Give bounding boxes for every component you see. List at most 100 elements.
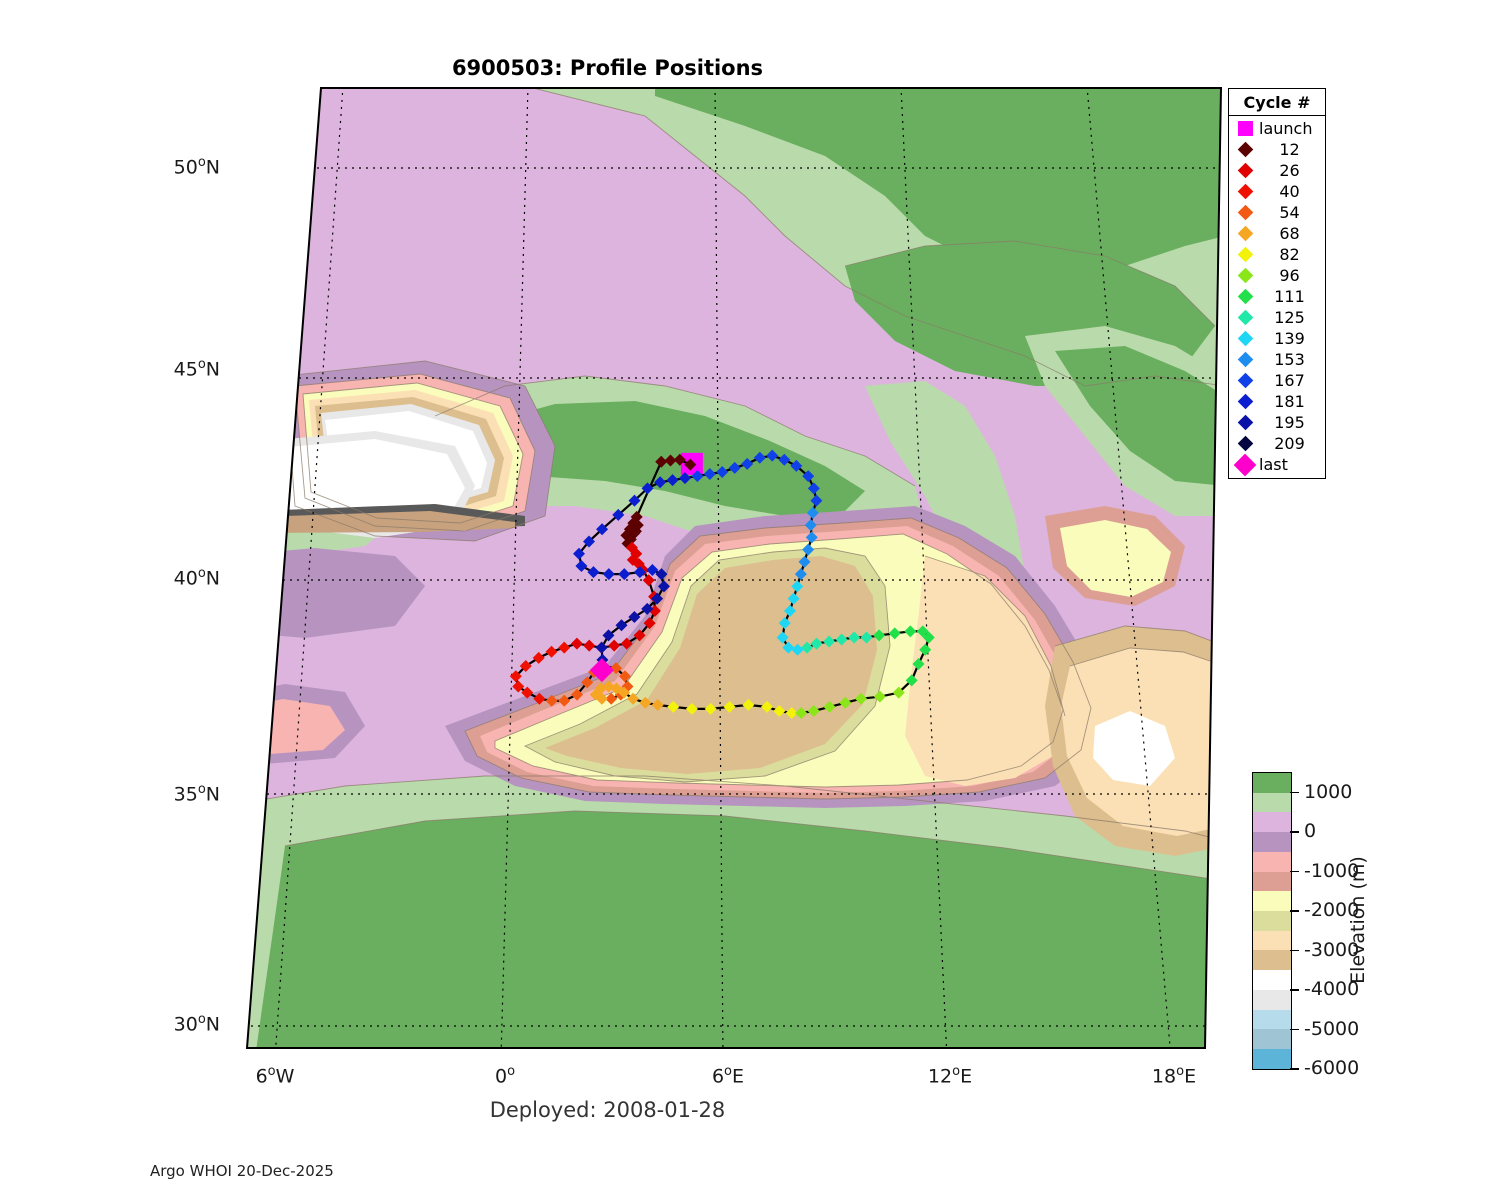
last-position-marker[interactable] <box>589 658 614 683</box>
profile-position-marker[interactable] <box>573 547 586 560</box>
profile-position-marker[interactable] <box>805 531 818 544</box>
profile-position-marker[interactable] <box>810 637 823 650</box>
profile-position-marker[interactable] <box>791 580 804 593</box>
profile-position-marker[interactable] <box>776 631 789 644</box>
profile-position-marker[interactable] <box>835 633 848 646</box>
profile-position-marker[interactable] <box>790 459 803 472</box>
profile-position-marker[interactable] <box>641 482 654 495</box>
profile-position-marker[interactable] <box>916 625 929 638</box>
profile-position-marker[interactable] <box>773 704 786 717</box>
profile-position-marker[interactable] <box>651 698 664 711</box>
profile-position-marker[interactable] <box>610 662 623 675</box>
profile-position-marker[interactable] <box>823 635 836 648</box>
profile-position-marker[interactable] <box>787 592 800 605</box>
profile-position-marker[interactable] <box>615 619 628 632</box>
elevation-colorbar[interactable]: 1000 0 -1000 -2000 -3000 -4000 -5000 -6000 Elev… <box>1252 772 1402 1079</box>
profile-position-marker[interactable] <box>618 568 631 581</box>
profile-position-marker[interactable] <box>806 506 819 519</box>
profile-position-marker[interactable] <box>646 564 659 577</box>
map-panel[interactable] <box>225 86 1225 1058</box>
legend-item-68[interactable]: 68 <box>1229 223 1325 244</box>
profile-position-marker[interactable] <box>666 474 679 487</box>
profile-position-marker[interactable] <box>783 604 796 617</box>
profile-position-marker[interactable] <box>778 453 791 466</box>
profile-position-marker[interactable] <box>558 694 571 707</box>
profile-position-marker[interactable] <box>532 651 545 664</box>
profile-position-marker[interactable] <box>521 686 534 699</box>
profile-position-marker[interactable] <box>778 617 791 630</box>
legend-item-26[interactable]: 26 <box>1229 160 1325 181</box>
profile-position-marker[interactable] <box>571 688 584 701</box>
profile-position-marker[interactable] <box>691 470 704 483</box>
profile-position-marker[interactable] <box>904 625 917 638</box>
profile-position-marker[interactable] <box>804 519 817 532</box>
profile-position-marker[interactable] <box>545 645 558 658</box>
profile-position-marker[interactable] <box>703 468 716 481</box>
profile-position-marker[interactable] <box>512 680 525 693</box>
legend-item-82[interactable]: 82 <box>1229 244 1325 265</box>
profile-position-marker[interactable] <box>620 637 633 650</box>
profile-position-marker[interactable] <box>655 455 668 468</box>
profile-position-marker[interactable] <box>848 631 861 644</box>
profile-position-marker[interactable] <box>629 525 642 538</box>
profile-position-marker[interactable] <box>595 641 608 654</box>
profile-position-marker[interactable] <box>753 451 766 464</box>
legend-item-195[interactable]: 195 <box>1229 412 1325 433</box>
legend-item-111[interactable]: 111 <box>1229 286 1325 307</box>
profile-position-marker[interactable] <box>855 692 868 705</box>
profile-position-marker[interactable] <box>621 537 634 550</box>
profile-position-marker[interactable] <box>873 690 886 703</box>
profile-position-marker[interactable] <box>602 680 615 693</box>
legend-item-167[interactable]: 167 <box>1229 370 1325 391</box>
profile-position-marker[interactable] <box>905 674 918 687</box>
profile-position-marker[interactable] <box>664 454 677 467</box>
profile-position-marker[interactable] <box>558 641 571 654</box>
profile-position-marker[interactable] <box>795 707 808 720</box>
legend-item-last[interactable]: last <box>1229 453 1325 476</box>
profile-position-marker[interactable] <box>627 692 640 705</box>
legend-item-12[interactable]: 12 <box>1229 139 1325 160</box>
profile-position-marker[interactable] <box>632 557 645 570</box>
profile-position-marker[interactable] <box>608 639 621 652</box>
profile-position-marker[interactable] <box>602 629 615 642</box>
profile-position-marker[interactable] <box>545 694 558 707</box>
profile-position-marker[interactable] <box>673 453 686 466</box>
profile-position-marker[interactable] <box>594 682 607 695</box>
legend-items[interactable]: launch 12 26 40 54 68 82 96 111 125 139 153 167 181 19… <box>1229 116 1325 478</box>
legend-item-40[interactable]: 40 <box>1229 181 1325 202</box>
profile-position-marker[interactable] <box>654 476 667 489</box>
profile-position-marker[interactable] <box>782 641 795 654</box>
profile-position-marker[interactable] <box>794 568 807 581</box>
profile-position-marker[interactable] <box>684 458 697 471</box>
profile-position-marker[interactable] <box>582 535 595 548</box>
profile-position-marker[interactable] <box>678 472 691 485</box>
profile-position-marker[interactable] <box>641 602 654 615</box>
profile-position-marker[interactable] <box>639 696 652 709</box>
profile-position-marker[interactable] <box>798 555 811 568</box>
cycle-legend[interactable]: Cycle # launch 12 26 40 54 68 82 96 111 125 139 153… <box>1228 88 1326 479</box>
profile-position-marker[interactable] <box>823 700 836 713</box>
profile-position-marker[interactable] <box>919 643 932 656</box>
profile-position-marker[interactable] <box>802 543 815 556</box>
profile-position-marker[interactable] <box>791 643 804 656</box>
profile-position-marker[interactable] <box>618 670 631 683</box>
profile-position-marker[interactable] <box>716 466 729 478</box>
profile-position-marker[interactable] <box>633 629 646 642</box>
profile-position-marker[interactable] <box>583 639 596 652</box>
profile-position-marker[interactable] <box>602 568 615 581</box>
profile-position-marker[interactable] <box>741 457 754 470</box>
legend-item-153[interactable]: 153 <box>1229 349 1325 370</box>
profile-position-marker[interactable] <box>888 627 901 640</box>
profile-position-marker[interactable] <box>623 523 636 536</box>
profile-position-marker[interactable] <box>912 658 925 670</box>
profile-position-marker[interactable] <box>630 547 643 560</box>
profile-position-marker[interactable] <box>587 566 600 579</box>
legend-item-96[interactable]: 96 <box>1229 265 1325 286</box>
legend-item-125[interactable]: 125 <box>1229 307 1325 328</box>
profile-position-marker[interactable] <box>575 559 588 572</box>
profile-position-marker[interactable] <box>628 494 641 507</box>
profile-position-marker[interactable] <box>685 702 698 715</box>
legend-item-54[interactable]: 54 <box>1229 202 1325 223</box>
legend-item-181[interactable]: 181 <box>1229 391 1325 412</box>
float-trajectory[interactable] <box>509 449 935 720</box>
